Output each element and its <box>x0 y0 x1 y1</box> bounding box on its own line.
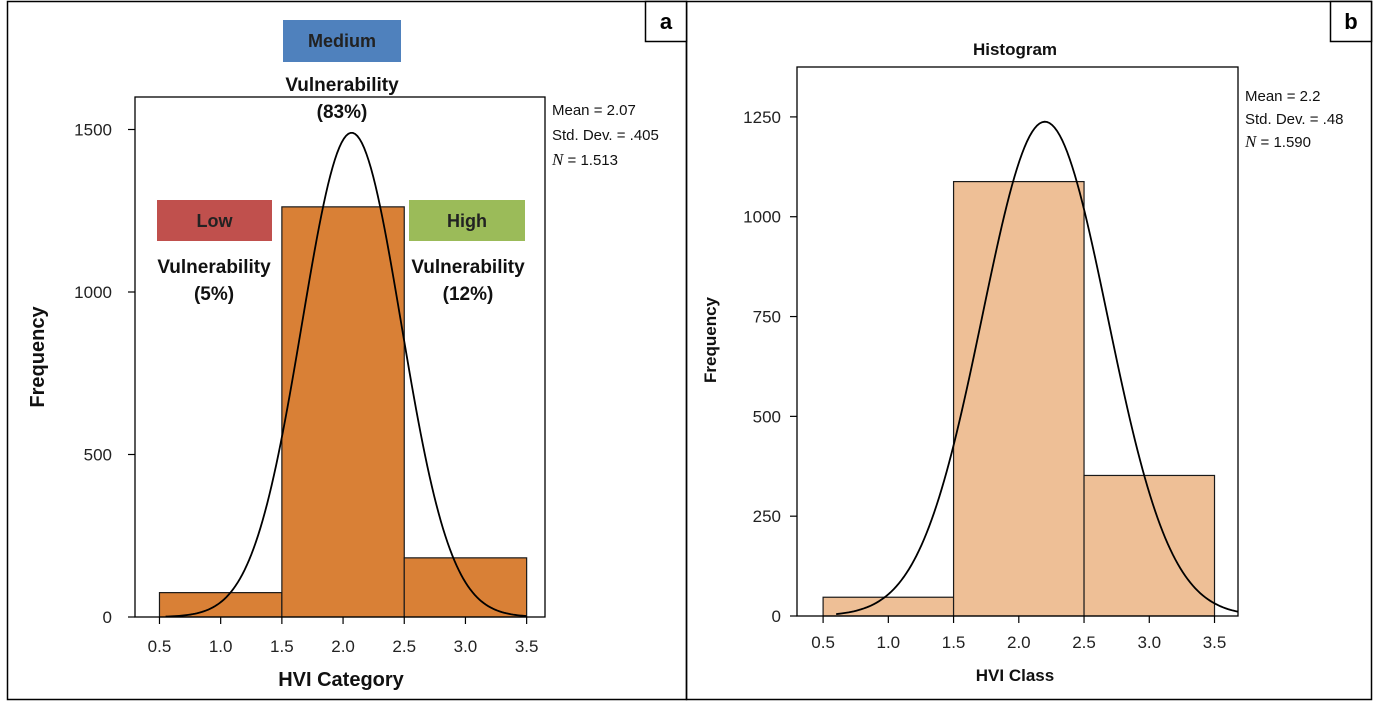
panel-b-x-tick-label: 2.5 <box>1072 633 1096 652</box>
panel-b-n-symbol: N <box>1244 132 1258 151</box>
panel-b-y-tick-label: 0 <box>772 607 781 626</box>
panel-b-x-axis: 0.5 1.0 1.5 2.0 2.5 3.0 3.5 <box>811 616 1226 652</box>
panel-a-x-tick-label: 1.5 <box>270 637 294 656</box>
panel-a-normal-curve <box>165 131 527 618</box>
panel-b-normal-curve <box>836 120 1239 615</box>
low-line2: (5%) <box>194 284 234 305</box>
panel-a-letter-box <box>644 0 688 43</box>
panel-b-mean: Mean = 2.2 <box>1245 88 1320 105</box>
low-box <box>157 200 272 241</box>
medium-line2: (83%) <box>317 102 368 123</box>
panel-a-y-axis: 0 500 1000 1500 <box>74 121 135 627</box>
panel-b-x-tick-label: 3.5 <box>1203 633 1227 652</box>
panel-a-y-label: Frequency <box>27 306 49 408</box>
panel-b-letter-box <box>1329 0 1373 43</box>
panel-a-bar <box>281 206 405 618</box>
medium-line1: Vulnerability <box>285 75 399 96</box>
high-label: High <box>447 211 487 231</box>
panel-b-bars <box>822 180 1216 617</box>
panel-a-mean: Mean = 2.07 <box>552 102 636 119</box>
high-line1: Vulnerability <box>411 257 525 278</box>
panel-a-n: N = 1.513 <box>551 150 618 169</box>
panel-b-y-tick-label: 500 <box>753 407 781 426</box>
panel-b-x-tick-label: 3.0 <box>1137 633 1161 652</box>
panel-b-y-tick-label: 1000 <box>743 208 781 227</box>
panel-a-x-tick-label: 1.0 <box>209 637 233 656</box>
low-line1: Vulnerability <box>157 257 271 278</box>
panel-b-y-tick-label: 750 <box>753 308 781 327</box>
panel-a-n-symbol: N <box>551 150 565 169</box>
annotation-low: Low Vulnerability (5%) <box>157 200 272 305</box>
panel-a-y-tick-label: 500 <box>84 446 112 465</box>
panel-b-x-tick-label: 2.0 <box>1007 633 1031 652</box>
low-label: Low <box>197 211 234 231</box>
panel-a-sd: Std. Dev. = .405 <box>552 127 659 144</box>
panel-b-y-axis: 0 250 500 750 1000 1250 <box>743 108 797 626</box>
panel-a-bar <box>403 557 528 618</box>
panel-b-plot-frame <box>796 66 1239 617</box>
panel-b-x-tick-label: 1.5 <box>942 633 966 652</box>
panel-a-bar <box>158 592 283 618</box>
panel-b-n-value: = 1.590 <box>1256 134 1311 151</box>
panel-a-x-tick-label: 2.5 <box>392 637 416 656</box>
panel-a-x-label: HVI Category <box>278 669 404 691</box>
panel-a-plot-frame <box>134 96 546 618</box>
panel-a: a 0 500 1000 1500 0.5 1.0 1.5 2.0 2.5 3.0 3.5 Fre… <box>27 0 688 691</box>
panel-a-x-tick-label: 3.5 <box>515 637 539 656</box>
panel-a-y-tick-label: 1000 <box>74 283 112 302</box>
high-line2: (12%) <box>443 284 494 305</box>
panel-b-bar <box>952 180 1085 617</box>
panel-b-n: N = 1.590 <box>1244 132 1311 151</box>
panel-a-x-tick-label: 0.5 <box>148 637 172 656</box>
panel-b-x-tick-label: 1.0 <box>877 633 901 652</box>
panel-a-x-tick-label: 3.0 <box>454 637 478 656</box>
medium-label: Medium <box>308 31 376 51</box>
panel-b-x-tick-label: 0.5 <box>811 633 835 652</box>
panel-b-sd: Std. Dev. = .48 <box>1245 111 1344 128</box>
panel-a-letter: a <box>660 9 673 34</box>
panel-a-x-axis: 0.5 1.0 1.5 2.0 2.5 3.0 3.5 <box>148 617 539 656</box>
panel-b-x-label: HVI Class <box>976 666 1054 685</box>
panel-b-frame <box>685 0 1373 701</box>
panel-b-title: Histogram <box>973 40 1057 59</box>
panel-b: b Histogram 0 250 500 750 1000 1250 0.5 1.0 1.5… <box>701 0 1373 685</box>
high-box <box>409 200 525 241</box>
annotation-high: High Vulnerability (12%) <box>409 200 525 305</box>
panel-a-y-tick-label: 0 <box>103 608 112 627</box>
panel-a-x-tick-label: 2.0 <box>331 637 355 656</box>
panel-a-bars <box>158 206 528 618</box>
medium-box <box>283 20 401 62</box>
panel-a-y-tick-label: 1500 <box>74 121 112 140</box>
panel-b-y-tick-label: 1250 <box>743 108 781 127</box>
annotation-medium: Medium Vulnerability (83%) <box>283 20 401 123</box>
panel-b-y-label: Frequency <box>701 296 720 383</box>
panel-a-n-value: = 1.513 <box>563 152 618 169</box>
panel-b-bar <box>1083 474 1216 617</box>
panel-b-letter: b <box>1344 9 1357 34</box>
panel-b-y-tick-label: 250 <box>753 507 781 526</box>
